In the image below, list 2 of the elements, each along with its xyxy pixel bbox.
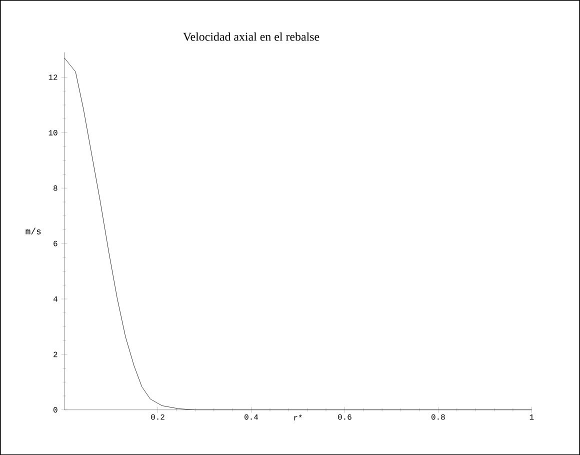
y-axis-title: m/s — [26, 228, 41, 234]
chart-title: Velocidad axial en el rebalse — [183, 32, 320, 41]
